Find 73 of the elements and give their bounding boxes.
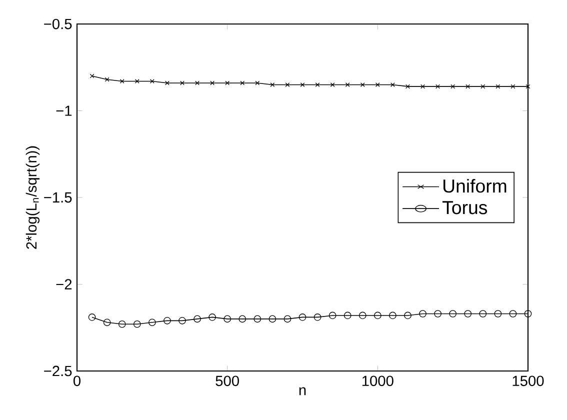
point: [480, 84, 486, 89]
point: [178, 317, 186, 324]
point: [210, 80, 215, 86]
point: [164, 317, 171, 324]
point: [314, 314, 322, 321]
point: [328, 312, 336, 320]
point: [238, 315, 246, 323]
point: [194, 315, 201, 323]
point: [88, 314, 96, 321]
point: [358, 312, 366, 320]
point: [479, 310, 487, 318]
x-tick-label: 1000: [362, 376, 394, 386]
point: [148, 318, 156, 326]
point: [344, 312, 352, 320]
point: [195, 80, 200, 86]
point: [180, 80, 184, 86]
x-axis-title: n: [299, 387, 306, 396]
point: [118, 320, 126, 328]
point: [225, 80, 230, 86]
point: [510, 84, 516, 89]
point: [315, 82, 320, 87]
point: [164, 80, 170, 86]
point: [420, 84, 425, 89]
point: [134, 79, 140, 84]
point: [434, 310, 442, 318]
point: [375, 82, 380, 87]
point: [298, 314, 306, 321]
point: [285, 82, 290, 87]
point: [389, 312, 396, 320]
legend-label: Torus: [442, 201, 488, 214]
point: [133, 320, 141, 328]
point: [268, 315, 276, 323]
y-tick-label: −2.5: [44, 366, 72, 376]
point: [330, 82, 335, 87]
y-tick-label: −0.5: [44, 18, 72, 30]
point: [494, 310, 502, 318]
point: [496, 84, 500, 89]
point: [436, 84, 440, 89]
point: [360, 82, 365, 87]
x-tick-label: 500: [216, 376, 239, 386]
point: [526, 84, 530, 89]
point: [284, 315, 292, 323]
x-tick-label: 0: [73, 376, 80, 386]
point: [449, 310, 457, 318]
point: [390, 82, 395, 87]
point: [120, 79, 124, 84]
point: [300, 82, 305, 87]
point: [466, 84, 470, 89]
y-tick-label: −1: [56, 106, 72, 116]
point: [404, 312, 412, 320]
point: [509, 310, 517, 318]
point: [524, 310, 532, 318]
point: [224, 315, 232, 323]
point: [254, 315, 262, 323]
y-tick-label: −2: [56, 279, 72, 290]
legend-label: Uniform: [444, 178, 506, 193]
point: [255, 80, 260, 86]
point: [270, 82, 275, 87]
point: [406, 84, 410, 89]
point: [374, 312, 382, 320]
point: [208, 314, 216, 321]
point: [240, 80, 245, 86]
point: [450, 84, 456, 89]
y-tick-label: −1.5: [44, 192, 72, 203]
y-axis-title: 2*log(L$_{n}$/sqrt(n)): [26, 146, 40, 249]
point: [150, 79, 154, 84]
point: [345, 82, 350, 87]
point: [90, 74, 94, 78]
point: [419, 310, 426, 318]
x-tick-label: 1500: [512, 376, 544, 386]
point: [464, 310, 472, 318]
point: [104, 77, 110, 82]
point: [103, 318, 111, 326]
